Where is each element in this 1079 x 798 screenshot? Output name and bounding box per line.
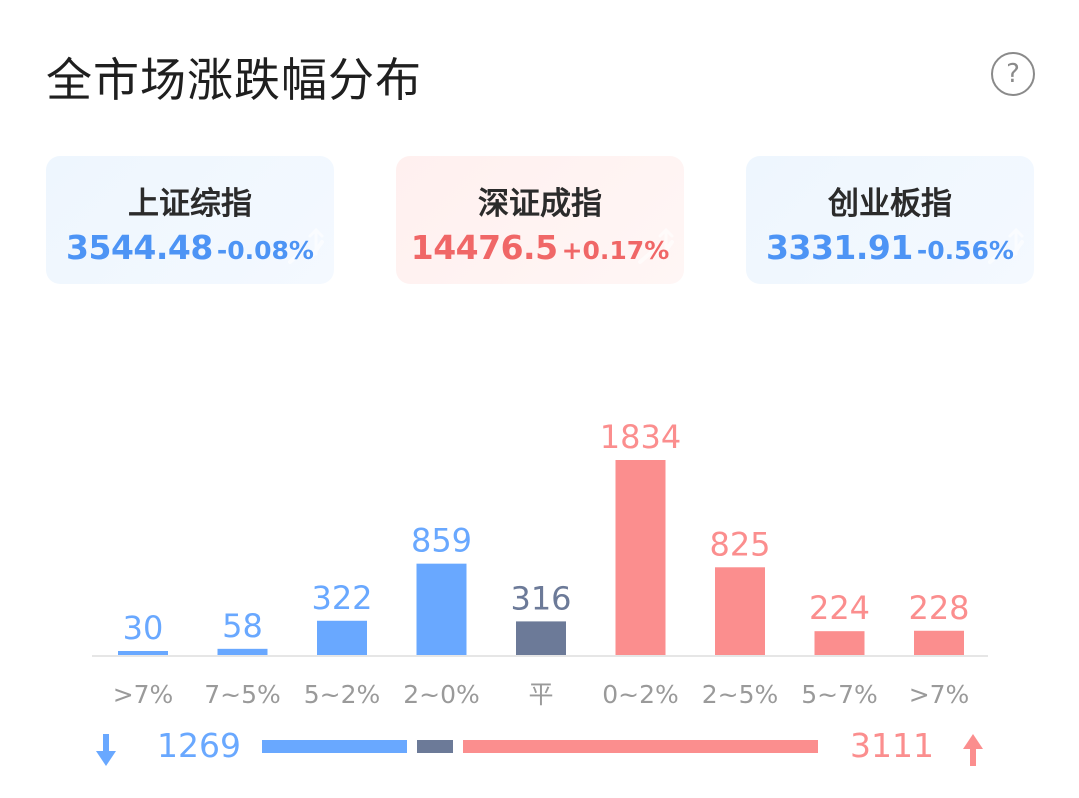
index-value: 3331.91 xyxy=(766,228,913,267)
index-name: 深证成指 xyxy=(478,186,602,222)
up-share-bar xyxy=(462,740,818,753)
help-icon[interactable]: ? xyxy=(991,52,1035,96)
trend-watermark-icon xyxy=(288,227,324,264)
value-label-1: 58 xyxy=(222,607,263,645)
index-name: 创业板指 xyxy=(828,186,952,222)
category-label-6: 2~5% xyxy=(702,680,779,709)
question-mark-glyph: ? xyxy=(1006,59,1020,89)
category-label-8: >7% xyxy=(909,680,970,709)
category-label-0: >7% xyxy=(113,680,174,709)
value-label-2: 322 xyxy=(311,579,372,617)
index-change: +0.17% xyxy=(561,236,670,265)
value-label-8: 228 xyxy=(908,589,969,627)
index-change: -0.08% xyxy=(216,236,314,265)
value-label-0: 30 xyxy=(123,609,164,647)
category-label-4: 平 xyxy=(528,680,553,709)
trend-watermark-icon xyxy=(638,227,674,264)
down-share-bar xyxy=(262,740,407,753)
value-label-5: 1834 xyxy=(600,418,681,456)
arrow-down-icon xyxy=(96,734,116,766)
index-card-chinext[interactable]: 创业板指 3331.91 -0.56% xyxy=(746,156,1034,284)
down-count: 1269 xyxy=(157,726,241,765)
bar-1 xyxy=(217,648,268,655)
value-label-6: 825 xyxy=(709,525,770,563)
category-label-3: 2~0% xyxy=(403,680,480,709)
flat-share-bar xyxy=(416,740,453,753)
index-change: -0.56% xyxy=(916,236,1014,265)
index-name: 上证综指 xyxy=(128,186,252,222)
bar-7 xyxy=(814,631,865,655)
index-card-shanghai[interactable]: 上证综指 3544.48 -0.08% xyxy=(46,156,334,284)
bar-6 xyxy=(715,567,765,655)
bar-8 xyxy=(914,630,964,655)
bar-2 xyxy=(317,620,367,655)
value-label-7: 224 xyxy=(809,589,870,627)
category-label-5: 0~2% xyxy=(602,680,679,709)
arrow-up-icon xyxy=(963,734,983,766)
index-card-shenzhen[interactable]: 深证成指 14476.5 +0.17% xyxy=(396,156,684,284)
bar-0 xyxy=(118,651,168,655)
bar-4 xyxy=(516,621,566,655)
category-label-7: 5~7% xyxy=(801,680,878,709)
value-label-4: 316 xyxy=(510,579,571,617)
index-value: 3544.48 xyxy=(66,228,213,267)
bar-5 xyxy=(615,460,666,655)
category-label-1: 7~5% xyxy=(204,680,281,709)
page-title: 全市场涨跌幅分布 xyxy=(46,53,422,107)
category-label-2: 5~2% xyxy=(304,680,381,709)
bar-3 xyxy=(416,563,467,655)
value-label-3: 859 xyxy=(411,522,472,560)
distribution-bar-chart: 30 >7% 58 7~5% 322 5~2% 859 2~0% 316 平 1834 0~2% 825… xyxy=(92,418,988,709)
trend-watermark-icon xyxy=(988,227,1024,264)
up-count: 3111 xyxy=(850,726,934,765)
index-value: 14476.5 xyxy=(410,228,558,267)
